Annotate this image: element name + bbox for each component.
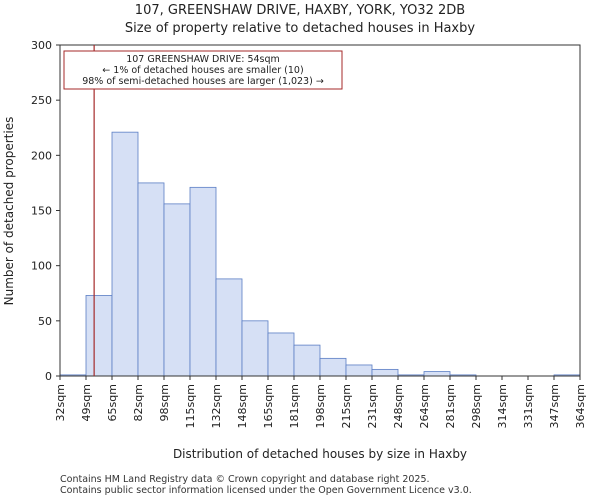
footer-licence: Contains public sector information licen… [60,485,472,496]
plot-area-frame [59,44,581,377]
annotation-line-1: 107 GREENSHAW DRIVE: 54sqm [126,54,280,65]
x-tick-label: 331sqm [522,384,535,428]
histogram-bar [371,368,399,377]
x-tick-label: 231sqm [366,384,379,428]
histogram-bar [319,357,347,377]
y-tick-label: 100 [31,260,52,273]
x-tick-label: 49sqm [80,384,93,421]
histogram-bar [85,295,113,377]
footer-copyright: Contains HM Land Registry data © Crown c… [60,474,430,485]
x-tick-label: 32sqm [54,384,67,421]
histogram-bar [293,344,321,377]
x-axis-ticks: 32sqm 49sqm 65sqm 82sqm 98sqm 115sqm 132sqm 148… [54,376,587,428]
histogram-bar [111,131,139,377]
histogram-bar [345,364,373,377]
x-tick-label: 298sqm [470,384,483,428]
histogram-bar [423,371,451,377]
x-tick-label: 215sqm [340,384,353,428]
y-tick-label: 200 [31,149,52,162]
x-tick-label: 248sqm [392,384,405,428]
annotation-box [63,50,343,90]
x-tick-label: 115sqm [184,384,197,428]
x-axis-label: Distribution of detached houses by size … [173,447,467,461]
histogram-bar [241,320,269,377]
annotation-line-3: 98% of semi-detached houses are larger (… [82,76,324,87]
y-tick-label: 50 [38,315,52,328]
x-tick-label: 314sqm [496,384,509,428]
x-tick-label: 181sqm [288,384,301,428]
x-tick-label: 281sqm [444,384,457,428]
y-tick-label: 250 [31,94,52,107]
x-tick-label: 82sqm [132,384,145,421]
histogram-bar [215,278,243,377]
x-tick-label: 347sqm [548,384,561,428]
x-tick-label: 264sqm [418,384,431,428]
x-tick-label: 165sqm [262,384,275,428]
chart-title-address: 107, GREENSHAW DRIVE, HAXBY, YORK, YO32 … [135,3,465,18]
x-tick-label: 364sqm [574,384,587,428]
histogram-bar [137,182,165,377]
histogram-bar [267,332,295,377]
annotation-line-2: ← 1% of detached houses are smaller (10) [102,65,303,76]
y-axis-label: Number of detached properties [2,117,16,306]
x-tick-label: 132sqm [210,384,223,428]
x-tick-label: 65sqm [106,384,119,421]
x-tick-label: 98sqm [158,384,171,421]
y-axis-ticks: 0 50 100 150 200 250 300 [31,39,60,383]
bars-group [59,131,581,377]
histogram-bar [189,186,217,377]
y-tick-label: 300 [31,39,52,52]
y-tick-label: 0 [45,370,52,383]
x-tick-label: 148sqm [236,384,249,428]
chart-title: Size of property relative to detached ho… [125,21,475,36]
histogram-bar [163,203,191,377]
x-tick-label: 198sqm [314,384,327,428]
y-tick-label: 150 [31,205,52,218]
